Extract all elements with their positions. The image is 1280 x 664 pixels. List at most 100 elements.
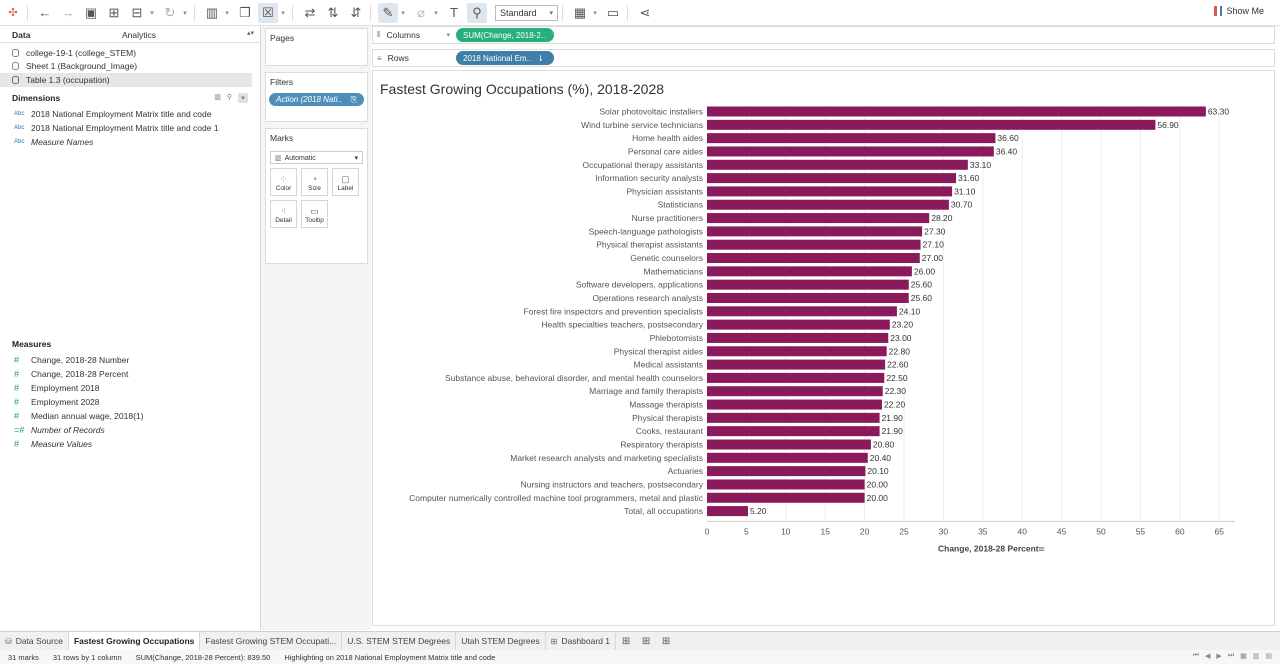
measure-field[interactable]: # Median annual wage, 2018(1): [0, 409, 260, 423]
show-me-label: Show Me: [1226, 6, 1264, 16]
new-worksheet-icon[interactable]: ⊞: [621, 635, 631, 647]
next-sheet-icon[interactable]: ▶: [1216, 653, 1222, 660]
dropdown-arrow-icon[interactable]: ▾: [150, 9, 154, 17]
measure-field[interactable]: # Change, 2018-28 Number: [0, 353, 260, 367]
category-label: Operations research analysts: [592, 293, 703, 303]
datasource-name: Sheet 1 (Background_Image): [26, 61, 138, 72]
tab-label: U.S. STEM STEM Degrees: [347, 636, 451, 646]
label-mark-button[interactable]: ▢ Label: [332, 168, 359, 196]
dropdown-arrow-icon[interactable]: ▾: [593, 9, 597, 17]
previous-sheet-icon[interactable]: ◀: [1205, 653, 1211, 660]
tab-fastest-growing-stem[interactable]: Fastest Growing STEM Occupati...: [200, 631, 343, 651]
pane-menu-icon[interactable]: ▴▾: [246, 30, 254, 37]
new-dashboard-icon[interactable]: ⊞: [641, 635, 651, 647]
new-story-icon[interactable]: ⊞: [661, 635, 671, 647]
refresh-icon[interactable]: ↻: [164, 4, 176, 20]
dimension-field[interactable]: Abc 2018 National Employment Matrix title…: [0, 121, 260, 135]
measure-field[interactable]: # Measure Values: [0, 437, 260, 451]
measure-field[interactable]: # Employment 2028: [0, 395, 260, 409]
search-icon[interactable]: ⚲: [226, 93, 232, 101]
detail-mark-button[interactable]: ⁖ Detail: [270, 200, 297, 228]
group-icon[interactable]: ⌀: [417, 4, 425, 20]
rows-shelf[interactable]: ≡ Rows 2018 National Em.. ⇂: [372, 49, 1275, 67]
data-label: 23.00: [890, 333, 912, 343]
data-label: 20.00: [867, 493, 889, 503]
save-icon[interactable]: ▣: [84, 4, 98, 20]
status-rows-cols: 31 rows by 1 column: [52, 652, 122, 662]
dropdown-arrow-icon[interactable]: ▾: [183, 9, 187, 17]
bar: [707, 412, 880, 423]
tab-data[interactable]: Data: [12, 30, 31, 40]
worksheet-view: Fastest Growing Occupations (%), 2018-20…: [372, 70, 1275, 626]
dropdown-arrow-icon[interactable]: ▾: [434, 9, 438, 17]
new-worksheet-icon[interactable]: ▥: [205, 4, 219, 20]
dropdown-arrow-icon[interactable]: ▾: [401, 9, 405, 17]
filmstrip-icon[interactable]: ▥: [1252, 653, 1260, 660]
presentation-mode-icon[interactable]: ▭: [606, 4, 620, 20]
fix-axes-icon[interactable]: ⚲: [467, 2, 487, 23]
chevron-down-icon: ▾: [446, 32, 450, 39]
pages-card[interactable]: Pages: [265, 28, 368, 66]
toolbar-divider: [562, 4, 563, 21]
rows-dimension-pill[interactable]: 2018 National Em.. ⇂: [456, 51, 554, 65]
datasource-item[interactable]: Table 1.3 (occupation): [0, 73, 252, 87]
columns-measure-pill[interactable]: SUM(Change, 2018-2..: [456, 28, 554, 42]
columns-shelf[interactable]: ⦀ Columns ▾ SUM(Change, 2018-2..: [372, 26, 1275, 44]
redo-icon[interactable]: →: [61, 5, 75, 20]
swap-rows-columns-icon[interactable]: ⇄: [304, 4, 316, 20]
bar: [707, 452, 868, 463]
sort-ascending-icon[interactable]: ⇅: [327, 4, 339, 20]
view-toggle-icon[interactable]: ▥: [214, 93, 221, 101]
x-tick-label: 55: [1136, 526, 1146, 536]
show-me-icon: [1214, 6, 1223, 16]
dimension-field[interactable]: Abc Measure Names: [0, 135, 260, 149]
dimensions-title: Dimensions: [12, 92, 61, 103]
first-sheet-icon[interactable]: ⏮: [1192, 652, 1200, 659]
datasource-item[interactable]: Sheet 1 (Background_Image): [0, 60, 260, 74]
tooltip-mark-button[interactable]: ▭ Tooltip: [301, 200, 328, 228]
show-me-button[interactable]: Show Me: [1214, 6, 1264, 16]
bar: [707, 173, 957, 184]
measure-field[interactable]: # Change, 2018-28 Percent: [0, 367, 260, 381]
sort-descending-icon[interactable]: ⇵: [350, 4, 362, 20]
tab-utah-stem-degrees[interactable]: Utah STEM Degrees: [456, 631, 546, 651]
pause-updates-icon[interactable]: ⊟: [131, 4, 143, 20]
sheet-sorter-icon[interactable]: ▦: [1240, 653, 1247, 660]
fit-dropdown[interactable]: Standard ▾: [495, 4, 558, 21]
measure-field[interactable]: # Employment 2018: [0, 381, 260, 395]
undo-icon[interactable]: ←: [38, 5, 52, 20]
color-mark-button[interactable]: ⁘ Color: [270, 168, 297, 196]
tab-data-source[interactable]: ⛁ Data Source: [0, 631, 69, 651]
tab-analytics[interactable]: Analytics: [122, 30, 157, 40]
datasource-item[interactable]: college-19-1 (college_STEM): [0, 46, 260, 60]
mark-type-dropdown[interactable]: ▥ Automatic ▾: [270, 151, 363, 164]
filters-card[interactable]: Filters Action (2018 Nati.. ⎘: [265, 72, 368, 122]
x-tick-label: 65: [1215, 526, 1225, 536]
dropdown-arrow-icon[interactable]: ▾: [225, 9, 229, 17]
x-tick-label: 0: [705, 526, 710, 536]
highlight-icon[interactable]: ✎: [378, 2, 398, 23]
tooltip-label: Tooltip: [305, 216, 324, 224]
dimension-field[interactable]: Abc 2018 National Employment Matrix title…: [0, 107, 260, 121]
measure-field[interactable]: =# Number of Records: [0, 423, 260, 437]
duplicate-sheet-icon[interactable]: ❐: [239, 4, 251, 20]
share-icon[interactable]: ⋖: [639, 4, 651, 20]
new-datasource-icon[interactable]: ⊞: [108, 4, 120, 20]
tab-dashboard-1[interactable]: ⊞ Dashboard 1: [546, 631, 617, 651]
size-label: Size: [308, 184, 321, 192]
clear-sheet-icon[interactable]: ☒: [258, 2, 278, 23]
tabs-icon[interactable]: ▤: [1265, 653, 1272, 660]
datasource-name: Table 1.3 (occupation): [26, 74, 110, 85]
show-cards-icon[interactable]: ▦: [573, 4, 587, 20]
tab-fastest-growing-occupations[interactable]: Fastest Growing Occupations: [68, 631, 201, 651]
size-mark-button[interactable]: ◔ Size: [301, 168, 328, 196]
dimensions-header: Dimensions ▥ ⚲ ▾: [0, 91, 260, 105]
action-filter-pill[interactable]: Action (2018 Nati.. ⎘: [269, 93, 364, 106]
dropdown-arrow-icon[interactable]: ▾: [238, 92, 248, 103]
show-mark-labels-icon[interactable]: T: [450, 5, 458, 20]
category-label: Mathematicians: [643, 266, 703, 276]
last-sheet-icon[interactable]: ⏭: [1227, 652, 1235, 659]
dropdown-arrow-icon[interactable]: ▾: [281, 9, 285, 17]
tableau-logo-icon[interactable]: ✣: [8, 7, 18, 19]
tab-us-stem-degrees[interactable]: U.S. STEM STEM Degrees: [342, 631, 457, 651]
